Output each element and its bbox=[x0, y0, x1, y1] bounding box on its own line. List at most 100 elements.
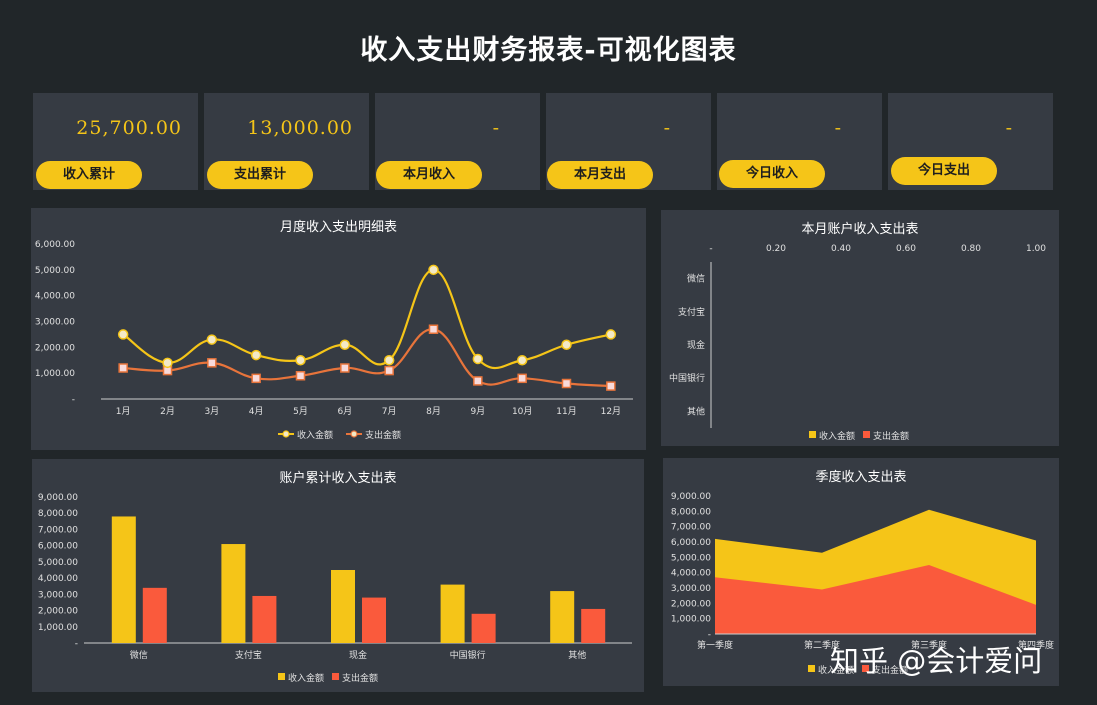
kpi-label-button[interactable]: 本月支出 bbox=[547, 161, 653, 189]
quarterly-area-chart: - 1,000.00 2,000.00 3,000.00 4,000.00 5,000.0… bbox=[671, 492, 1054, 676]
kpi-card-month-expense: - 本月支出 bbox=[546, 93, 711, 190]
y-tick-label: 3,000.00 bbox=[671, 584, 711, 594]
y-tick-label: 5,000.00 bbox=[38, 558, 78, 568]
bar bbox=[581, 608, 606, 643]
kpi-value: - bbox=[663, 117, 671, 139]
y-tick-label: 3,000.00 bbox=[38, 590, 78, 600]
x-tick-label: 6月 bbox=[337, 406, 352, 417]
x-tick-label: 4月 bbox=[249, 406, 264, 417]
kpi-card-income-total: 25,700.00 收入累计 bbox=[33, 93, 198, 190]
y-tick-label: - bbox=[75, 639, 78, 649]
data-point bbox=[561, 339, 572, 350]
kpi-label-button[interactable]: 支出累计 bbox=[207, 161, 313, 189]
x-tick-label: 第三季度 bbox=[911, 639, 947, 651]
data-point bbox=[561, 378, 572, 389]
x-tick-label: 5月 bbox=[293, 406, 308, 417]
bar bbox=[331, 570, 355, 643]
legend-label: 收入金额 bbox=[297, 429, 333, 441]
kpi-value: 25,700.00 bbox=[76, 117, 182, 139]
account-month-chart-panel: 本月账户收入支出表 - 0.20 0.40 0.60 0.80 1.00 微信 支付宝 现金 中国… bbox=[661, 210, 1059, 446]
series-line bbox=[122, 268, 612, 370]
legend-swatch bbox=[863, 431, 870, 438]
page-title: 收入支出财务报表-可视化图表 bbox=[360, 35, 737, 66]
kpi-card-month-income: - 本月收入 bbox=[375, 93, 540, 190]
data-point bbox=[207, 358, 217, 368]
y-tick-label: 5,000.00 bbox=[671, 553, 711, 563]
x-tick-label: 9月 bbox=[470, 406, 485, 417]
data-point bbox=[516, 355, 528, 366]
watermark-text: 知乎 @会计爱问 bbox=[830, 644, 1043, 678]
kpi-card-expense-total: 13,000.00 支出累计 bbox=[204, 93, 369, 190]
data-point bbox=[340, 363, 350, 373]
y-tick-label: 2,000.00 bbox=[35, 343, 75, 353]
y-tick-label: 1,000.00 bbox=[38, 623, 78, 633]
bar bbox=[440, 584, 465, 643]
data-point bbox=[517, 373, 527, 384]
chart-title: 本月账户收入支出表 bbox=[801, 222, 919, 237]
data-point bbox=[250, 349, 262, 361]
legend-label: 收入金额 bbox=[818, 664, 854, 676]
data-point bbox=[428, 264, 439, 276]
y-tick-label: 支付宝 bbox=[678, 306, 705, 318]
legend-label: 支出金额 bbox=[365, 429, 401, 441]
data-point bbox=[162, 357, 173, 369]
x-tick-label: 7月 bbox=[382, 406, 397, 417]
chart-title: 季度收入支出表 bbox=[815, 470, 907, 485]
data-point bbox=[206, 334, 218, 345]
y-tick-label: - bbox=[72, 395, 75, 405]
y-tick-label: 9,000.00 bbox=[38, 493, 78, 503]
x-tick-label: 12月 bbox=[601, 406, 621, 417]
legend-marker bbox=[282, 430, 290, 438]
x-tick-label: 第一季度 bbox=[697, 639, 733, 651]
kpi-value: - bbox=[834, 117, 842, 139]
data-point bbox=[251, 373, 261, 384]
data-point bbox=[472, 353, 484, 365]
y-tick-label: 6,000.00 bbox=[671, 538, 711, 548]
legend-swatch bbox=[332, 673, 339, 680]
kpi-value: - bbox=[492, 117, 500, 139]
kpi-label-button[interactable]: 今日支出 bbox=[891, 157, 997, 185]
x-tick-label: 8月 bbox=[426, 406, 441, 417]
account-total-chart-panel: 账户累计收入支出表 - 1,000.00 2,000.00 3,000.00 4,000… bbox=[32, 459, 644, 692]
legend-swatch bbox=[808, 665, 815, 672]
data-point bbox=[295, 371, 306, 381]
x-tick-label: 1月 bbox=[116, 406, 131, 417]
bar bbox=[471, 613, 496, 643]
bar bbox=[252, 595, 277, 643]
legend-swatch bbox=[862, 665, 869, 672]
data-point bbox=[339, 339, 351, 350]
bar bbox=[111, 516, 136, 643]
legend-label: 支出金额 bbox=[873, 430, 909, 442]
legend-swatch bbox=[278, 673, 285, 680]
y-tick-label: 5,000.00 bbox=[35, 266, 75, 276]
legend-label: 收入金额 bbox=[288, 672, 324, 684]
x-tick-label: 第二季度 bbox=[804, 639, 840, 651]
kpi-label-button[interactable]: 本月收入 bbox=[376, 161, 482, 189]
monthly-chart-panel: 月度收入支出明细表 - 1,000.00 2,000.00 3,000.00 4,000… bbox=[31, 208, 646, 450]
x-tick-label: 3月 bbox=[204, 406, 219, 417]
x-tick-label: 11月 bbox=[556, 406, 576, 417]
account-total-bar-chart: - 1,000.00 2,000.00 3,000.00 4,000.00 5,000.0… bbox=[38, 493, 632, 684]
data-point bbox=[117, 329, 129, 340]
x-tick-label: 支付宝 bbox=[235, 649, 262, 661]
quarterly-chart-panel: 季度收入支出表 - 1,000.00 2,000.00 3,000.00 4,000.0… bbox=[663, 458, 1059, 686]
kpi-value: - bbox=[1005, 117, 1013, 139]
chart-title: 账户累计收入支出表 bbox=[279, 471, 397, 486]
y-tick-label: 1,000.00 bbox=[35, 369, 75, 379]
chart-title: 月度收入支出明细表 bbox=[279, 220, 397, 235]
legend-swatch bbox=[809, 431, 816, 438]
kpi-label-button[interactable]: 今日收入 bbox=[719, 160, 825, 188]
y-tick-label: 其他 bbox=[687, 405, 705, 417]
x-tick-label: 其他 bbox=[568, 649, 586, 661]
legend-label: 支出金额 bbox=[872, 664, 908, 676]
x-tick-label: 现金 bbox=[349, 649, 367, 661]
legend-marker bbox=[350, 430, 358, 438]
kpi-label-button[interactable]: 收入累计 bbox=[36, 161, 142, 189]
data-point bbox=[295, 355, 306, 366]
bar bbox=[550, 591, 575, 643]
bar bbox=[142, 587, 167, 643]
x-tick-label: 0.60 bbox=[896, 244, 916, 254]
data-point bbox=[383, 355, 395, 366]
x-tick-label: 0.80 bbox=[961, 244, 981, 254]
